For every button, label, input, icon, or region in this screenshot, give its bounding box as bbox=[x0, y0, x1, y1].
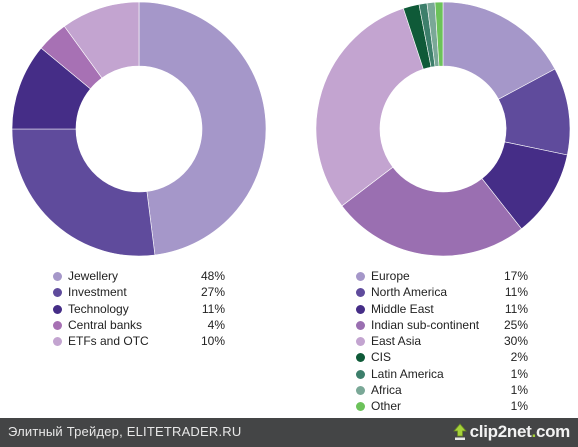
legend-item: Latin America 1% bbox=[356, 366, 531, 382]
legend-label: Other bbox=[371, 399, 402, 414]
legend-swatch bbox=[356, 386, 365, 396]
clip2net-logo[interactable]: clip2net.com bbox=[452, 421, 571, 443]
clip2net-wordmark: clip2net.com bbox=[469, 422, 571, 441]
legend-value: 11% bbox=[201, 301, 225, 316]
legend-item: Europe 17% bbox=[356, 268, 531, 284]
legend-item: Middle East 11% bbox=[356, 301, 531, 317]
legend-region: Europe 17% North America 11% Middle East 11% I… bbox=[356, 268, 531, 415]
legend-sector: Jewellery 48% Investment 27% Technology 11% Ce… bbox=[53, 268, 228, 349]
legend-label: Latin America bbox=[371, 366, 444, 381]
slice-east-asia bbox=[315, 7, 424, 207]
legend-item: CIS 2% bbox=[356, 349, 531, 365]
legend-swatch bbox=[356, 369, 365, 379]
legend-value: 11% bbox=[504, 285, 528, 300]
slice-jewellery bbox=[138, 1, 267, 256]
legend-label: Investment bbox=[68, 285, 127, 300]
legend-swatch bbox=[356, 288, 365, 298]
legend-item: Technology 11% bbox=[53, 301, 228, 317]
legend-item: East Asia 30% bbox=[356, 333, 531, 349]
legend-swatch bbox=[356, 337, 365, 347]
legend-value: 4% bbox=[207, 317, 225, 332]
legend-swatch bbox=[53, 272, 62, 281]
legend-swatch bbox=[356, 353, 365, 363]
legend-swatch bbox=[356, 272, 365, 281]
legend-label: Jewellery bbox=[68, 269, 119, 283]
legend-label: Middle East bbox=[371, 301, 434, 316]
legend-swatch bbox=[356, 402, 365, 412]
legend-label: East Asia bbox=[371, 334, 422, 349]
legend-item: Other 1% bbox=[356, 398, 531, 414]
legend-value: 27% bbox=[200, 285, 225, 300]
legend-item: ETFs and OTC 10% bbox=[53, 333, 228, 349]
legend-label: Africa bbox=[371, 383, 402, 398]
slice-other bbox=[434, 1, 444, 67]
legend-label: Europe bbox=[371, 269, 410, 283]
legend-value: 25% bbox=[503, 317, 528, 332]
legend-item: Jewellery 48% bbox=[53, 268, 228, 284]
legend-item: Indian sub-continent 25% bbox=[356, 317, 531, 333]
legend-swatch bbox=[53, 304, 62, 314]
legend-item: Central banks 4% bbox=[53, 317, 228, 333]
legend-value: 11% bbox=[504, 301, 528, 316]
legend-item: Africa 1% bbox=[356, 382, 531, 398]
legend-value: 48% bbox=[200, 269, 225, 283]
legend-value: 30% bbox=[503, 334, 528, 349]
legend-value: 2% bbox=[510, 350, 528, 365]
legend-label: ETFs and OTC bbox=[68, 334, 149, 349]
donut-chart-demand-by-sector bbox=[11, 1, 267, 257]
legend-swatch bbox=[356, 304, 365, 314]
legend-label: Technology bbox=[68, 301, 129, 316]
upload-arrow-icon bbox=[452, 423, 467, 440]
legend-value: 1% bbox=[510, 383, 528, 398]
slice-investment bbox=[11, 128, 156, 257]
legend-swatch bbox=[356, 320, 365, 330]
donut-chart-demand-by-region bbox=[315, 1, 571, 257]
legend-item: Investment 27% bbox=[53, 284, 228, 300]
legend-label: North America bbox=[371, 285, 448, 300]
legend-item: North America 11% bbox=[356, 284, 531, 300]
legend-swatch bbox=[53, 337, 62, 347]
legend-value: 17% bbox=[503, 269, 528, 283]
legend-label: Indian sub-continent bbox=[371, 317, 480, 332]
legend-value: 1% bbox=[510, 366, 528, 381]
slice-etfs-and-otc bbox=[63, 1, 140, 79]
legend-swatch bbox=[53, 288, 62, 298]
slice-indian-sub-continent bbox=[341, 166, 522, 257]
footer-credit: Элитный Трейдер, ELITETRADER.RU bbox=[8, 424, 242, 439]
legend-value: 10% bbox=[200, 334, 225, 349]
legend-swatch bbox=[53, 320, 62, 330]
footer-bar: Элитный Трейдер, ELITETRADER.RU clip2net… bbox=[0, 418, 578, 447]
legend-label: CIS bbox=[371, 350, 392, 365]
legend-label: Central banks bbox=[68, 317, 143, 332]
legend-value: 1% bbox=[510, 399, 528, 414]
